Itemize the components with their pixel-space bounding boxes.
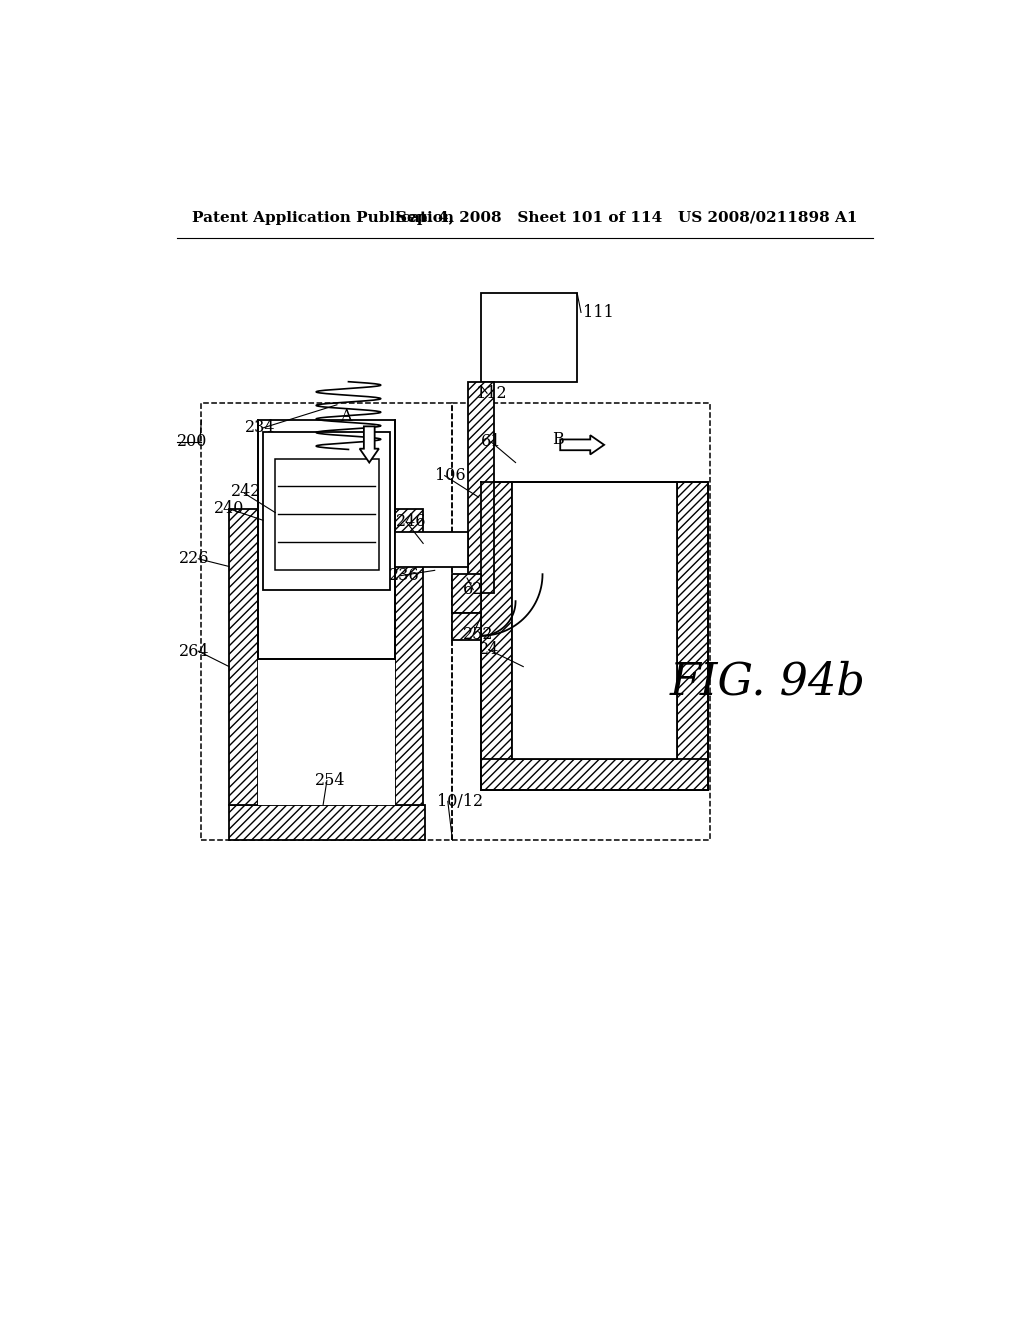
Text: FIG. 94b: FIG. 94b bbox=[670, 660, 865, 704]
Bar bbox=[202, 404, 453, 840]
Bar bbox=[453, 404, 711, 840]
Text: 62: 62 bbox=[463, 581, 483, 598]
Text: 111: 111 bbox=[584, 304, 614, 321]
Bar bbox=[481, 482, 512, 789]
Bar bbox=[258, 420, 394, 659]
Bar bbox=[394, 508, 423, 805]
Bar bbox=[453, 574, 481, 612]
Text: 264: 264 bbox=[179, 643, 210, 660]
Bar bbox=[229, 508, 258, 805]
FancyArrow shape bbox=[359, 426, 379, 462]
Text: B: B bbox=[552, 430, 564, 447]
Bar bbox=[677, 482, 708, 789]
Bar bbox=[468, 381, 494, 594]
Text: 236: 236 bbox=[388, 568, 419, 585]
Text: 242: 242 bbox=[230, 483, 261, 499]
Bar bbox=[275, 459, 379, 570]
Text: 246: 246 bbox=[396, 513, 427, 531]
Text: 254: 254 bbox=[315, 772, 346, 789]
Text: 112: 112 bbox=[475, 384, 506, 401]
FancyArrow shape bbox=[560, 436, 604, 454]
Text: 234: 234 bbox=[245, 420, 275, 437]
Bar bbox=[263, 432, 390, 590]
Text: 240: 240 bbox=[214, 500, 244, 517]
Bar bbox=[394, 532, 468, 566]
Text: 252: 252 bbox=[463, 626, 494, 643]
Text: 226: 226 bbox=[179, 550, 210, 568]
Text: Sep. 4, 2008   Sheet 101 of 114   US 2008/0211898 A1: Sep. 4, 2008 Sheet 101 of 114 US 2008/02… bbox=[396, 211, 857, 226]
Text: 10/12: 10/12 bbox=[437, 793, 483, 810]
Text: 200: 200 bbox=[177, 433, 207, 450]
Text: 61: 61 bbox=[481, 433, 502, 450]
Bar bbox=[258, 659, 394, 805]
Bar bbox=[481, 293, 578, 381]
Bar bbox=[481, 759, 708, 789]
Bar bbox=[512, 482, 677, 759]
Text: 24: 24 bbox=[478, 642, 499, 659]
Text: A: A bbox=[340, 408, 352, 425]
Text: Patent Application Publication: Patent Application Publication bbox=[193, 211, 455, 226]
Bar bbox=[229, 805, 425, 840]
Bar bbox=[453, 612, 481, 640]
Text: 106: 106 bbox=[435, 467, 465, 484]
